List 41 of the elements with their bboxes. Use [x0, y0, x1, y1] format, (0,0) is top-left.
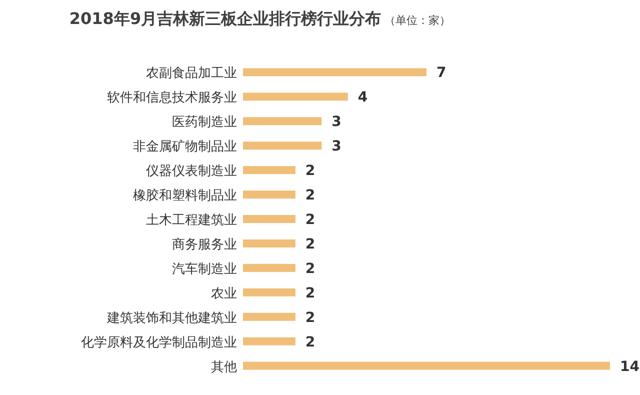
y-tick-label: 橡胶和塑料制品业	[133, 188, 237, 204]
y-tick-label: 仪器仪表制造业	[146, 164, 237, 180]
y-tick-label: 土木工程建筑业	[146, 213, 237, 228]
data-label: 3	[332, 114, 342, 130]
y-tick-label: 建筑装饰和其他建筑业	[106, 310, 237, 326]
y-tick-label: 非金属矿物制品业	[133, 140, 237, 155]
bar	[243, 166, 296, 174]
bar	[243, 190, 296, 199]
y-tick-label: 汽车制造业	[172, 262, 237, 277]
chart-subtitle: （单位：家）	[381, 14, 451, 27]
data-label: 2	[305, 163, 316, 180]
y-tick-label: 其他	[211, 360, 237, 375]
bar	[243, 215, 296, 223]
bar	[243, 117, 322, 126]
bar	[243, 68, 426, 76]
data-label: 2	[305, 212, 316, 228]
data-label: 7	[436, 65, 446, 82]
bar	[243, 142, 322, 150]
y-tick-label: 化学原料及化学制品制造业	[81, 335, 237, 350]
data-label: 4	[358, 90, 368, 106]
bar	[243, 92, 348, 101]
chart-title: 2018年9月吉林新三板企业排行榜行业分布	[69, 9, 382, 28]
data-label: 3	[332, 138, 342, 155]
data-label: 2	[305, 188, 316, 204]
data-label: 14	[620, 358, 640, 375]
bar	[243, 337, 296, 346]
bar	[243, 264, 296, 272]
y-tick-label: 商务服务业	[172, 237, 237, 252]
bar	[243, 312, 296, 321]
bar	[243, 362, 610, 370]
y-tick-label: 农业	[211, 286, 237, 302]
data-label: 2	[305, 260, 316, 277]
y-tick-label: 医药制造业	[172, 115, 237, 130]
data-label: 2	[305, 310, 316, 326]
bar	[243, 239, 296, 248]
data-label: 2	[305, 236, 316, 252]
y-tick-label: 软件和信息技术服务业	[107, 90, 237, 106]
y-tick-label: 农副食品加工业	[146, 66, 237, 82]
data-label: 2	[305, 285, 316, 302]
bar	[243, 288, 296, 296]
data-label: 2	[305, 334, 316, 350]
